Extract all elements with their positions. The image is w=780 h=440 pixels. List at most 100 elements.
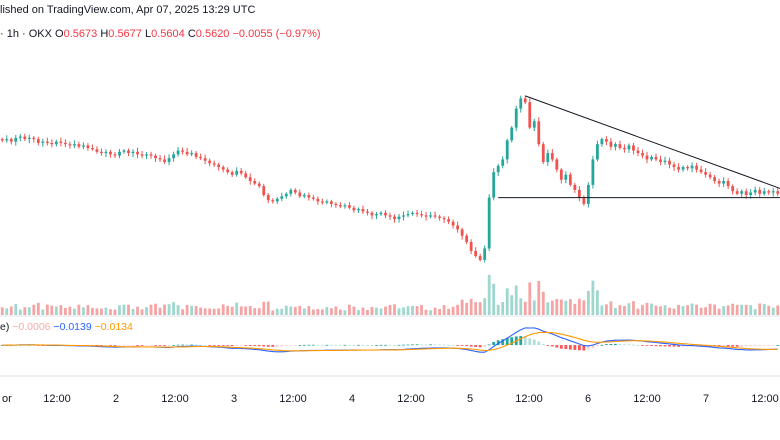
- macd-hist-bar: [397, 344, 401, 346]
- macd-hist-bar: [609, 343, 613, 346]
- macd-signal-value: −0.0134: [94, 321, 133, 333]
- chart-published-header: lished on TradingView.com, Apr 07, 2025 …: [0, 4, 255, 16]
- candle-body: [429, 215, 432, 217]
- macd-hist-bar: [442, 344, 446, 346]
- volume-bar: [505, 288, 509, 315]
- volume-bar: [406, 306, 410, 315]
- candle-body: [239, 170, 243, 174]
- macd-hist-bar: [627, 344, 631, 346]
- volume-bar: [104, 307, 108, 315]
- volume-bar: [208, 308, 212, 315]
- macd-hist-bar: [451, 345, 455, 346]
- candle-body: [771, 191, 775, 193]
- macd-hist-bar: [190, 344, 194, 346]
- macd-hist-bar: [239, 345, 243, 346]
- volume-bar: [767, 305, 771, 315]
- candles: [0, 95, 780, 263]
- candle-body: [325, 201, 329, 203]
- candle-body: [758, 189, 762, 194]
- volume-bar: [50, 305, 54, 315]
- macd-hist-bar: [618, 344, 622, 346]
- candle-body: [641, 153, 644, 156]
- candle-body: [496, 165, 500, 173]
- volume-bar: [384, 306, 387, 315]
- volume-bar: [577, 298, 581, 315]
- candle-body: [699, 169, 703, 173]
- candle-body: [514, 108, 518, 128]
- volume-bar: [54, 306, 58, 315]
- volume-bar: [248, 305, 252, 315]
- open-value: 0.5673: [63, 28, 98, 40]
- candle-body: [158, 158, 162, 160]
- volume-bar: [212, 308, 216, 315]
- volume-bar: [18, 309, 22, 315]
- candle-body: [54, 141, 58, 145]
- candle-body: [744, 191, 748, 196]
- x-tick-label: 3: [231, 393, 237, 405]
- macd-hist-bar: [352, 344, 356, 346]
- macd-hist-bar: [731, 345, 735, 347]
- candle-body: [690, 165, 694, 169]
- volume-bar: [420, 305, 423, 315]
- macd-hist-bar: [762, 345, 766, 346]
- volume-bar: [217, 308, 221, 315]
- volume-bar: [433, 307, 437, 315]
- candle-body: [415, 212, 419, 215]
- volume-bar: [528, 282, 532, 315]
- volume-bar: [465, 302, 469, 315]
- macd-hist-bar: [248, 345, 252, 346]
- macd-hist-bar: [663, 345, 667, 347]
- macd-hist-bar: [375, 344, 378, 346]
- candle-body: [154, 155, 157, 159]
- volume-bar: [122, 304, 126, 315]
- candle-body: [393, 216, 396, 220]
- macd-hist-bar: [411, 344, 414, 346]
- macd-hist-bar: [149, 345, 153, 346]
- macd-hist-bar: [722, 345, 726, 347]
- volume-bar: [771, 307, 775, 315]
- volume-bar: [677, 304, 680, 315]
- volume-bar: [262, 301, 266, 315]
- candle-body: [438, 216, 441, 218]
- macd-hist-bar: [523, 336, 527, 346]
- volume-bar: [699, 307, 703, 315]
- volume-bar: [600, 305, 604, 315]
- macd-hist-bar: [235, 345, 239, 346]
- candle-body: [379, 212, 383, 215]
- volume-bar: [758, 303, 762, 315]
- candle-body: [456, 225, 460, 230]
- macd-hist-bar: [654, 345, 658, 347]
- candle-body: [302, 195, 306, 197]
- candle-body: [713, 177, 717, 182]
- x-tick-label: 7: [703, 393, 709, 405]
- candle-body: [600, 139, 604, 145]
- volume-bar: [555, 298, 559, 315]
- candle-body: [573, 184, 577, 190]
- volume-bar: [681, 306, 685, 315]
- macd-hist-bar: [257, 345, 261, 347]
- macd-hist-bar: [623, 344, 626, 346]
- macd-hist-bar: [753, 345, 757, 346]
- macd-hist-bar: [140, 345, 144, 346]
- macd-hist-bar: [127, 345, 130, 346]
- candle-body: [23, 136, 27, 140]
- volume-bar: [343, 310, 347, 315]
- volume-bar: [605, 304, 608, 315]
- macd-hist-bar: [388, 344, 392, 346]
- macd-hist-bar: [0, 345, 4, 346]
- volume-bar: [131, 308, 135, 315]
- candle-body: [388, 215, 392, 217]
- candle-body: [77, 144, 81, 147]
- volume-bar: [641, 304, 644, 315]
- macd-hist-bar: [221, 345, 225, 346]
- candle-body: [266, 195, 270, 201]
- x-tick-label: 2: [113, 393, 119, 405]
- macd-hist-bar: [176, 344, 180, 346]
- candle-body: [293, 189, 297, 193]
- macd-hist-bar: [402, 344, 405, 346]
- volume-bar: [239, 306, 243, 315]
- candle-body: [50, 142, 54, 145]
- macd-hist-bar: [275, 345, 279, 347]
- candle-body: [537, 121, 541, 145]
- macd-hist-bar: [379, 344, 383, 346]
